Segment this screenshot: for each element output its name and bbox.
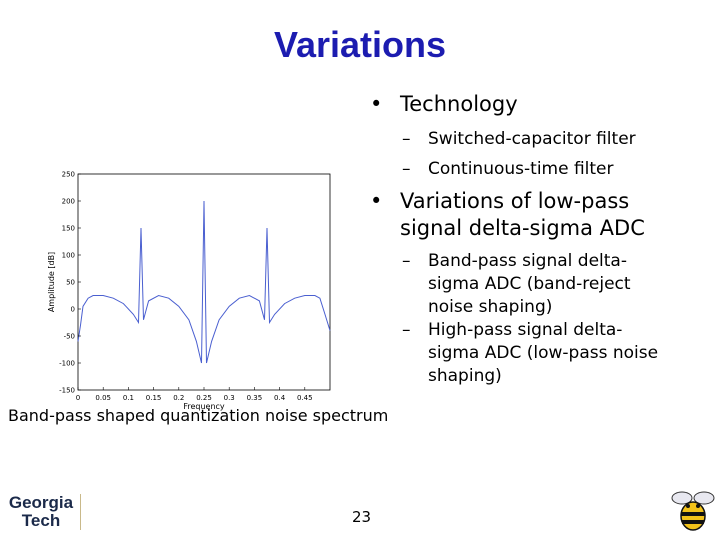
x-axis-label: Frequency bbox=[183, 402, 225, 411]
bullet-dot-icon: • bbox=[370, 92, 383, 116]
sub-bullet-text: Switched-capacitor filter bbox=[428, 129, 636, 149]
sub-bullet-text: shaping) bbox=[428, 366, 502, 386]
bullet-text: Variations of low-pass bbox=[400, 189, 630, 213]
dash-icon: – bbox=[402, 251, 411, 271]
noise-spectrum-chart: 0 0.05 0.1 0.15 0.2 0.25 0.3 0.35 0.4 0.45 250 200… bbox=[47, 171, 331, 411]
sub-bullet-text: sigma ADC (low-pass noise bbox=[428, 343, 659, 363]
sub-bullet-text: Band-pass signal delta- bbox=[428, 251, 627, 271]
logo-line2: Tech bbox=[21, 511, 61, 530]
x-tick-label: 0.35 bbox=[247, 394, 263, 402]
y-tick-label: 50 bbox=[66, 279, 75, 287]
x-tick-label: 0.4 bbox=[274, 394, 286, 402]
y-tick-label: 100 bbox=[62, 252, 75, 260]
chart-caption: Band-pass shaped quantization noise spec… bbox=[8, 406, 389, 425]
georgia-tech-logo: Georgia Tech bbox=[6, 493, 81, 530]
y-tick-label: -50 bbox=[64, 333, 75, 341]
bullet-text: Technology bbox=[400, 92, 518, 116]
bullet-text: signal delta-sigma ADC bbox=[400, 216, 645, 240]
y-tick-label: -150 bbox=[59, 387, 75, 395]
y-tick-label: 250 bbox=[62, 171, 75, 179]
series-line bbox=[77, 200, 331, 364]
x-tick-label: 0.25 bbox=[196, 394, 212, 402]
slide-title: Variations bbox=[273, 24, 447, 65]
dash-icon: – bbox=[402, 159, 411, 179]
x-tick-label: 0.2 bbox=[173, 394, 184, 402]
x-tick-label: 0.1 bbox=[123, 394, 134, 402]
sub-bullet-text: High-pass signal delta- bbox=[428, 320, 623, 340]
y-tick-label: 150 bbox=[62, 225, 75, 233]
logo-line1: Georgia bbox=[8, 493, 74, 512]
sub-bullet-text: sigma ADC (band-reject bbox=[428, 274, 631, 294]
x-tick-label: 0.05 bbox=[95, 394, 111, 402]
dash-icon: – bbox=[402, 320, 411, 340]
bullet-dot-icon: • bbox=[370, 189, 383, 213]
y-axis-label: Amplitude [dB] bbox=[47, 252, 56, 312]
x-tick-label: 0.15 bbox=[146, 394, 162, 402]
x-tick-label: 0 bbox=[76, 394, 80, 402]
sub-bullet-text: Continuous-time filter bbox=[428, 159, 614, 179]
y-tick-label: -100 bbox=[59, 360, 75, 368]
y-tick-label: 200 bbox=[62, 198, 75, 206]
page-number: 23 bbox=[352, 508, 372, 526]
y-tick-label: 0 bbox=[71, 306, 75, 314]
sub-bullet-text: noise shaping) bbox=[428, 297, 553, 317]
yellow-jacket-bee-icon bbox=[671, 491, 715, 531]
logo-divider bbox=[80, 494, 81, 530]
dash-icon: – bbox=[402, 129, 411, 149]
x-tick-label: 0.45 bbox=[297, 394, 313, 402]
x-tick-label: 0.3 bbox=[224, 394, 235, 402]
